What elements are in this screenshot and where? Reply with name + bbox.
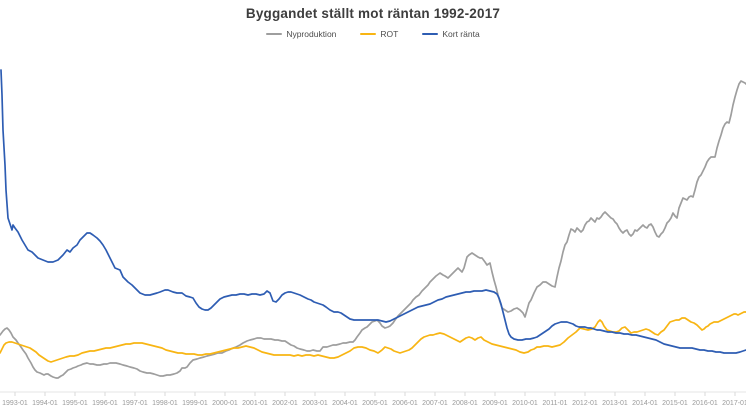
legend-item-rot[interactable]: ROT <box>360 29 398 39</box>
legend-swatch-rot <box>360 32 377 36</box>
x-axis-label: 1999-01 <box>182 400 208 407</box>
x-axis-label: 2013-01 <box>602 400 628 407</box>
x-axis-label: 1995-01 <box>62 400 88 407</box>
x-axis-label: 2006-01 <box>392 400 418 407</box>
x-axis-label: 2009-01 <box>482 400 508 407</box>
x-axis-label: 2007-01 <box>422 400 448 407</box>
series-line-kort-r-nta <box>0 69 746 354</box>
x-axis-label: 1997-01 <box>122 400 148 407</box>
legend-swatch-kort-r-nta <box>422 32 439 36</box>
x-axis-label: 2008-01 <box>452 400 478 407</box>
x-axis-label: 2010-01 <box>512 400 538 407</box>
x-axis-label: 2012-01 <box>572 400 598 407</box>
legend-label-rot: ROT <box>380 29 399 39</box>
legend-item-kort-r-nta[interactable]: Kort ränta <box>422 29 480 39</box>
x-axis-label: 2011-01 <box>542 400 567 407</box>
x-axis-label: 2017-01 <box>722 400 746 407</box>
x-axis-label: 2002-01 <box>272 400 298 407</box>
legend-label-nyproduktion: Nyproduktion <box>286 29 337 39</box>
x-axis-label: 2003-01 <box>302 400 328 407</box>
x-axis-label: 1998-01 <box>152 400 178 407</box>
legend-item-nyproduktion[interactable]: Nyproduktion <box>266 29 336 39</box>
x-axis-label: 2014-01 <box>632 400 658 407</box>
legend-swatch-nyproduktion <box>266 32 283 36</box>
series-line-nyproduktion <box>0 80 746 379</box>
x-axis-label: 1994-01 <box>32 400 58 407</box>
x-axis-label: 2005-01 <box>362 400 388 407</box>
chart-legend: Nyproduktion ROT Kort ränta <box>0 29 746 39</box>
x-axis-label: 1993-01 <box>2 400 28 407</box>
chart-title: Byggandet ställt mot räntan 1992-2017 <box>245 6 501 21</box>
x-axis-label: 2000-01 <box>212 400 238 407</box>
x-axis-label: 2004-01 <box>332 400 358 407</box>
x-axis-label: 1996-01 <box>92 400 118 407</box>
x-axis-label: 2016-01 <box>692 400 718 407</box>
legend-label-kort-r-nta: Kort ränta <box>442 29 480 39</box>
series-line-rot <box>0 311 746 363</box>
x-axis-label: 2001-01 <box>242 400 268 407</box>
x-axis-label: 2015-01 <box>662 400 688 407</box>
